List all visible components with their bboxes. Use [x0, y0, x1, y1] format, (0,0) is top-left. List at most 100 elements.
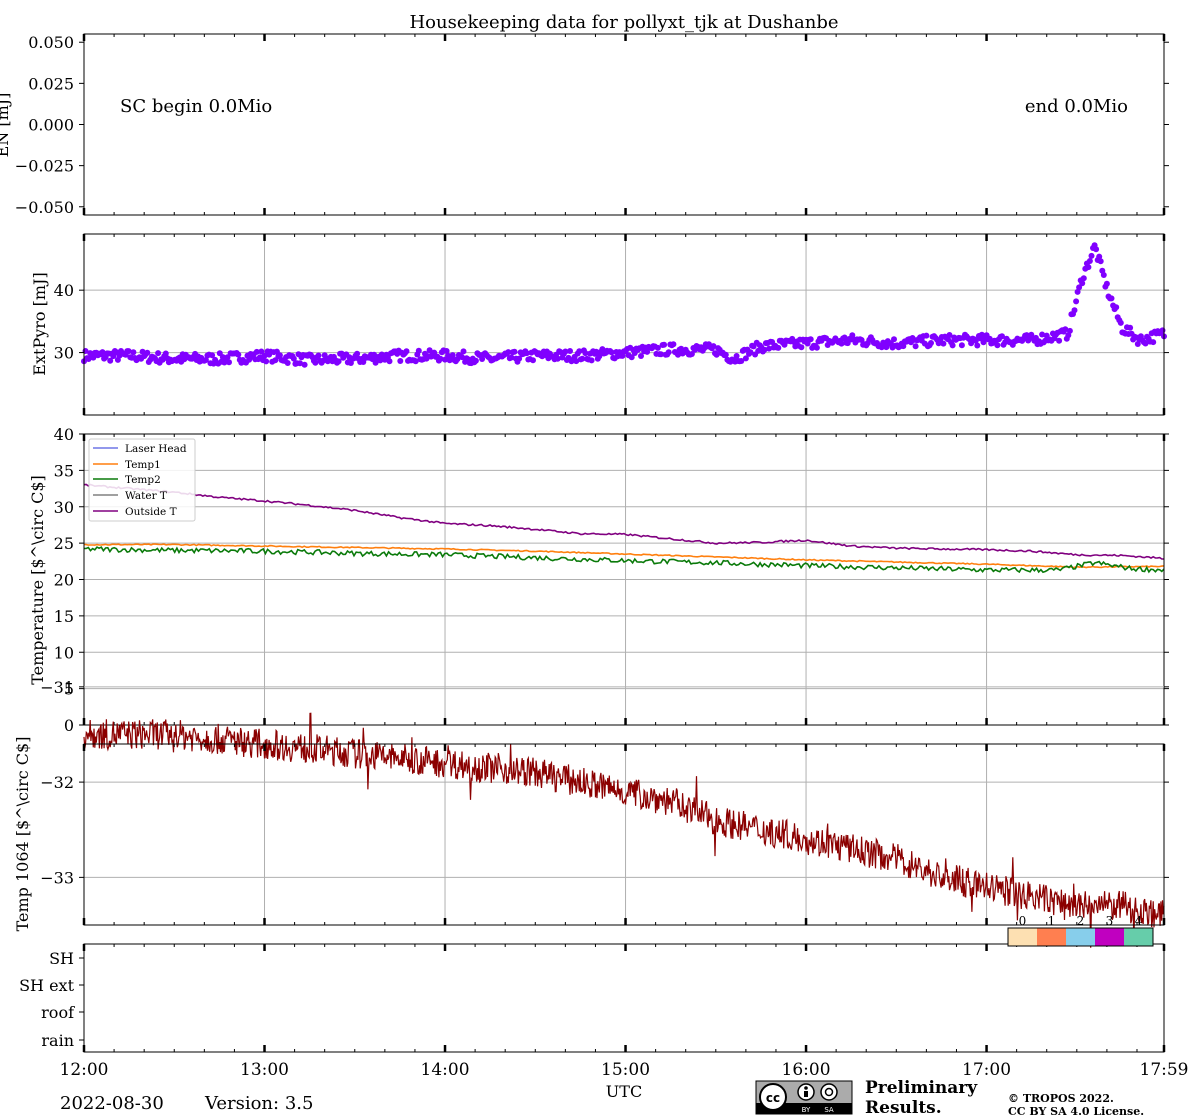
y-tick-label: 0.050 [28, 33, 74, 52]
extpyro-point [253, 348, 260, 355]
extpyro-point [661, 341, 668, 348]
extpyro-point [658, 351, 664, 358]
extpyro-point [516, 355, 523, 362]
extpyro-point [530, 357, 536, 364]
status-colorbar: 0 1 2 3 4 [1007, 914, 1154, 947]
y-tick-label: −0.050 [15, 198, 74, 217]
extpyro-point [798, 344, 805, 351]
extpyro-point [125, 348, 132, 355]
extpyro-point [665, 349, 672, 356]
extpyro-point [1096, 253, 1103, 260]
extpyro-point [144, 349, 151, 356]
extpyro-point [99, 349, 106, 356]
sc-end-annotation: end 0.0Mio [1025, 96, 1128, 117]
extpyro-point [1134, 341, 1141, 347]
panel-extpyro-grid [83, 234, 1164, 415]
extpyro-point [807, 336, 814, 343]
legend-label: Water T [125, 490, 167, 502]
panel-temp1064-frame [83, 743, 1165, 926]
colorbar-tick-label: 3 [1106, 914, 1114, 928]
x-tick-label: 13:00 [240, 1060, 289, 1080]
extpyro-point [1159, 327, 1166, 334]
preliminary-text-1: Preliminary [865, 1078, 978, 1098]
y-tick-label: 30 [54, 344, 74, 363]
extpyro-point [290, 355, 297, 362]
preliminary-text-2: Results. [865, 1098, 942, 1118]
extpyro-point [443, 348, 450, 354]
svg-text:cc: cc [766, 1091, 780, 1105]
panel-temperature-ylabel: Temperature [$^\circ C$] [28, 475, 47, 685]
cc-icon [759, 1083, 787, 1111]
extpyro-point [928, 340, 934, 346]
panel-status-yticks: SH SH ext roof rain [19, 949, 84, 1050]
y-tick-label: 25 [54, 534, 74, 553]
extpyro-point [722, 351, 729, 358]
extpyro-point [813, 344, 820, 351]
panel-en: 0.050 0.025 0.000 −0.025 −0.050 EN [mJ] SC b… [0, 33, 1169, 217]
extpyro-point [949, 342, 956, 349]
extpyro-point [511, 348, 518, 355]
footer-version: Version: 3.5 [204, 1093, 313, 1114]
status-row-label: SH [49, 949, 74, 968]
extpyro-point [437, 355, 444, 362]
extpyro-point [1085, 264, 1092, 271]
legend-label: Laser Head [125, 443, 187, 455]
legend-label: Outside T [125, 506, 177, 518]
panel-temperature-xticks [82, 434, 1166, 725]
legend-label: Temp1 [125, 459, 161, 471]
extpyro-point [263, 358, 270, 365]
extpyro-point [713, 351, 720, 358]
extpyro-point [508, 354, 515, 361]
extpyro-point [593, 348, 600, 355]
x-axis-label: UTC [606, 1082, 642, 1101]
panel-temperature-grid [83, 433, 1164, 726]
colorbar-tick-label: 0 [1019, 914, 1027, 928]
extpyro-point [644, 348, 651, 355]
extpyro-point [1039, 331, 1046, 338]
extpyro-point [761, 346, 768, 353]
extpyro-point [619, 352, 626, 359]
extpyro-point [628, 354, 635, 361]
extpyro-point [261, 352, 268, 359]
extpyro-point [670, 341, 677, 348]
cc-license-badge: cc BY SA [755, 1080, 853, 1115]
panel-en-frame [83, 33, 1165, 216]
extpyro-point [974, 342, 981, 349]
legend-box [88, 438, 196, 522]
extpyro-point [1150, 339, 1157, 346]
panel-extpyro-xticks [82, 234, 1166, 415]
status-row-label: SH ext [19, 976, 74, 995]
extpyro-point [301, 361, 308, 368]
extpyro-point [1127, 324, 1134, 331]
extpyro-point [1076, 284, 1083, 291]
panel-temperature-yticks: 40 35 30 25 20 15 10 5 0 [54, 425, 1169, 735]
copyright-line-2: CC BY SA 4.0 License. [1008, 1105, 1144, 1118]
extpyro-point [940, 340, 947, 347]
extpyro-point [675, 351, 681, 358]
panel-extpyro-yticks: 40 30 [54, 281, 1169, 363]
extpyro-point [688, 351, 695, 357]
extpyro-point [1113, 304, 1120, 311]
y-tick-label: 40 [54, 425, 74, 444]
extpyro-point [354, 350, 361, 357]
panel-temperature: 40 35 30 25 20 15 10 5 0 Temperature [$^\circ C$… [28, 425, 1169, 735]
sa-icon [820, 1083, 838, 1101]
y-tick-label: −0.025 [15, 157, 74, 176]
panel-status-frame [83, 943, 1165, 1053]
extpyro-point [986, 335, 993, 342]
x-tick-label: 14:00 [421, 1060, 470, 1080]
panel-temp1064: −31 −32 −33 Temp 1064 [$^\circ C$] [13, 678, 1169, 948]
colorbar-tick-label: 1 [1048, 914, 1056, 928]
x-tick-label: 16:00 [782, 1060, 831, 1080]
extpyro-point [638, 353, 644, 359]
colorbar-cell [1124, 928, 1153, 946]
extpyro-point [891, 336, 897, 343]
y-tick-label: 15 [54, 607, 74, 626]
extpyro-point [554, 355, 561, 362]
extpyro-point [579, 355, 586, 362]
footer-date: 2022-08-30 [60, 1093, 164, 1114]
figure-title: Housekeeping data for pollyxt_tjk at Dus… [409, 12, 838, 33]
temp1-line [83, 543, 1165, 569]
extpyro-point [576, 348, 583, 355]
temperature-legend: Laser Head Temp1 Temp2 Water T Outside T [88, 438, 196, 522]
